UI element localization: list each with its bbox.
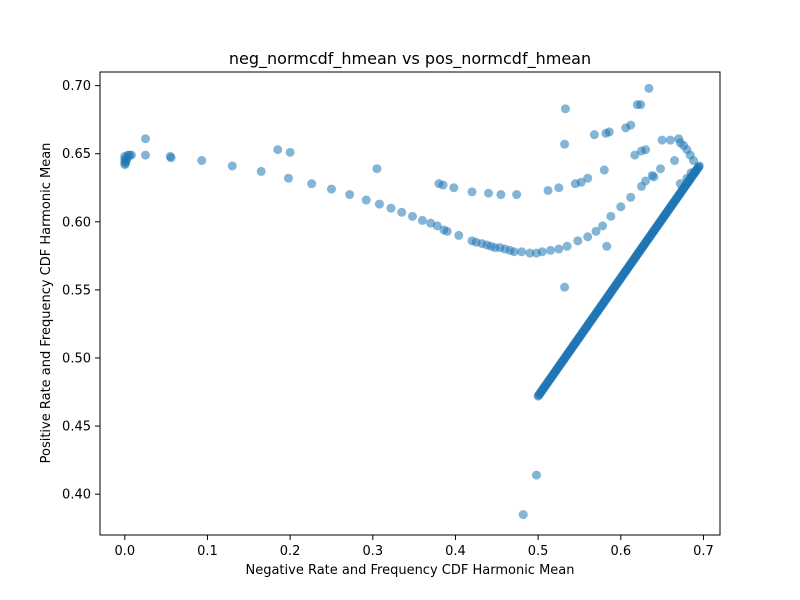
data-point bbox=[694, 161, 704, 171]
data-point bbox=[655, 164, 665, 174]
x-tick-label: 0.3 bbox=[362, 544, 383, 559]
x-tick-label: 0.4 bbox=[445, 544, 466, 559]
data-point bbox=[554, 244, 564, 254]
data-point bbox=[589, 130, 599, 140]
data-point bbox=[273, 145, 283, 155]
data-point bbox=[546, 245, 556, 255]
data-point bbox=[197, 156, 207, 166]
data-point bbox=[454, 230, 464, 240]
x-tick-label: 0.6 bbox=[610, 544, 631, 559]
data-point bbox=[326, 184, 336, 194]
data-point bbox=[598, 221, 608, 231]
data-point bbox=[126, 150, 136, 160]
data-point bbox=[283, 173, 293, 183]
data-point bbox=[484, 188, 494, 198]
data-point bbox=[407, 211, 417, 221]
data-point bbox=[140, 134, 150, 144]
data-point bbox=[649, 172, 659, 182]
data-point bbox=[467, 187, 477, 197]
x-tick-label: 0.1 bbox=[197, 544, 218, 559]
y-axis-label: Positive Rate and Frequency CDF Harmonic… bbox=[39, 143, 54, 464]
data-point bbox=[496, 190, 506, 200]
data-point bbox=[604, 127, 614, 137]
x-tick-label: 0.5 bbox=[528, 544, 549, 559]
x-tick-label: 0.7 bbox=[693, 544, 714, 559]
data-point bbox=[397, 207, 407, 217]
x-axis-label: Negative Rate and Frequency CDF Harmonic… bbox=[245, 563, 574, 578]
y-tick-label: 0.70 bbox=[62, 79, 91, 94]
data-point bbox=[432, 221, 442, 231]
data-point bbox=[537, 247, 547, 257]
data-point bbox=[256, 166, 266, 176]
data-point bbox=[583, 232, 593, 242]
data-point bbox=[518, 510, 528, 520]
x-tick-label: 0.2 bbox=[280, 544, 301, 559]
data-point bbox=[641, 145, 651, 155]
points-layer bbox=[120, 83, 704, 520]
data-point bbox=[591, 226, 601, 236]
data-point bbox=[665, 135, 675, 145]
data-point bbox=[543, 185, 553, 195]
data-point bbox=[576, 177, 586, 187]
x-tick-label: 0.0 bbox=[114, 544, 135, 559]
data-point bbox=[509, 247, 519, 257]
data-point bbox=[449, 183, 459, 193]
data-point bbox=[417, 215, 427, 225]
data-point bbox=[345, 190, 355, 200]
data-point bbox=[626, 192, 636, 202]
data-point bbox=[307, 179, 317, 189]
data-point bbox=[644, 83, 654, 93]
data-point bbox=[583, 173, 593, 183]
data-point bbox=[372, 164, 382, 174]
data-point bbox=[670, 156, 680, 166]
data-point bbox=[374, 199, 384, 209]
y-tick-label: 0.55 bbox=[62, 283, 91, 298]
data-point bbox=[562, 241, 572, 251]
plot-frame bbox=[99, 71, 721, 536]
data-point bbox=[573, 236, 583, 246]
y-tick-label: 0.65 bbox=[62, 147, 91, 162]
x-axis-ticks: 0.0 0.1 0.2 0.3 0.4 0.5 0.6 0.7 bbox=[114, 535, 714, 559]
chart-title: neg_normcdf_hmean vs pos_normcdf_hmean bbox=[229, 49, 591, 69]
data-point bbox=[285, 147, 295, 157]
data-point bbox=[531, 470, 541, 480]
data-point bbox=[641, 176, 651, 186]
data-point bbox=[361, 195, 371, 205]
data-point bbox=[386, 203, 396, 213]
data-point bbox=[560, 104, 570, 114]
data-point bbox=[512, 190, 522, 200]
data-point bbox=[560, 282, 570, 292]
data-point bbox=[560, 139, 570, 149]
data-point bbox=[438, 180, 448, 190]
data-point bbox=[606, 211, 616, 221]
data-point bbox=[636, 100, 646, 110]
y-tick-label: 0.60 bbox=[62, 215, 91, 230]
data-point bbox=[525, 248, 535, 258]
y-tick-label: 0.40 bbox=[62, 488, 91, 503]
data-point bbox=[626, 120, 636, 130]
data-point bbox=[616, 202, 626, 212]
y-axis-ticks: 0.40 0.45 0.50 0.55 0.60 0.65 0.70 bbox=[62, 79, 100, 503]
y-tick-label: 0.50 bbox=[62, 351, 91, 366]
data-point bbox=[227, 161, 237, 171]
data-point bbox=[554, 183, 564, 193]
data-point bbox=[599, 165, 609, 175]
data-point bbox=[630, 150, 640, 160]
data-point bbox=[140, 150, 150, 160]
data-point bbox=[166, 153, 176, 163]
data-point bbox=[657, 135, 667, 145]
data-point bbox=[602, 241, 612, 251]
data-point bbox=[689, 156, 699, 166]
data-point bbox=[442, 226, 452, 236]
data-point bbox=[517, 247, 527, 257]
y-tick-label: 0.45 bbox=[62, 420, 91, 435]
